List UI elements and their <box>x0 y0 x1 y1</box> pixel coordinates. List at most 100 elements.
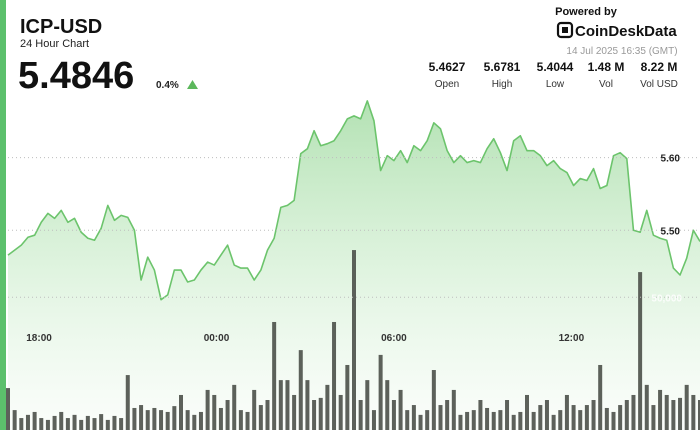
volume-bar <box>611 411 616 430</box>
volume-bar <box>352 250 356 430</box>
x-tick-label: 06:00 <box>381 333 407 344</box>
volume-bar <box>305 380 310 430</box>
volume-bar <box>405 410 410 430</box>
volume-bar <box>491 411 496 430</box>
volume-bar <box>79 419 84 430</box>
volume-bar <box>139 405 144 430</box>
volume-bar <box>198 411 203 430</box>
title: ICP-USD <box>20 16 102 38</box>
stat-label: Vol <box>599 79 613 90</box>
volume-bar <box>578 410 583 430</box>
volume-bar <box>312 400 317 430</box>
volume-bar <box>205 389 210 430</box>
volume-bar <box>185 410 190 430</box>
volume-bar <box>445 400 450 430</box>
volume-bar <box>411 405 416 430</box>
volume-bar <box>119 418 124 430</box>
volume-bar <box>651 405 656 430</box>
stat-label: Vol USD <box>640 79 678 90</box>
timestamp: 14 Jul 2025 16:35 (GMT) <box>566 46 677 57</box>
volume-bar <box>438 405 443 430</box>
price-line <box>7 100 700 301</box>
volume-bar <box>325 384 330 430</box>
volume-bar <box>478 400 483 430</box>
volume-bar <box>505 400 510 430</box>
volume-bar <box>644 384 649 430</box>
volume-bar <box>52 415 57 430</box>
volume-bar <box>238 410 243 430</box>
volume-bar <box>252 389 257 430</box>
volume-bar <box>671 400 676 430</box>
volume-bar <box>92 418 97 430</box>
volume-bar <box>431 370 436 430</box>
volume-bar <box>318 397 323 430</box>
x-tick-label: 12:00 <box>559 333 585 344</box>
stat-value: 5.4627 <box>429 60 466 74</box>
stat-label: Low <box>546 79 565 90</box>
brand: CoinDeskData <box>575 23 677 40</box>
volume-bar <box>25 414 30 430</box>
stat-value: 1.48 M <box>588 60 625 74</box>
volume-bar <box>245 411 250 430</box>
volume-bar <box>678 397 683 430</box>
change: 0.4% <box>156 80 179 91</box>
volume-bar <box>584 405 589 430</box>
volume-bar <box>39 418 44 430</box>
volume-bar <box>265 400 270 430</box>
volume-bar <box>498 410 503 430</box>
volume-bar <box>105 419 110 430</box>
stat-label: High <box>492 79 513 90</box>
volume-bar <box>378 354 383 430</box>
volume-bar <box>345 364 350 430</box>
volume-bar <box>564 394 569 430</box>
volume-bar <box>192 414 197 430</box>
volume-bar <box>212 394 217 430</box>
volume-bar <box>531 411 536 430</box>
volume-bar <box>398 389 403 430</box>
volume-bar <box>258 405 263 430</box>
volume-bar <box>598 364 603 430</box>
subtitle: 24 Hour Chart <box>20 38 89 50</box>
volume-bar <box>525 394 529 430</box>
x-tick-label: 00:00 <box>204 333 230 344</box>
volume-bar <box>132 407 137 430</box>
volume-bar <box>485 407 490 430</box>
volume-bar <box>451 389 456 430</box>
volume-bar <box>465 411 470 430</box>
price: 5.4846 <box>18 55 134 97</box>
volume-bar <box>658 389 663 430</box>
volume-bar <box>179 394 183 430</box>
volume-bar <box>511 414 516 430</box>
up-arrow <box>187 80 198 89</box>
volume-bar <box>59 411 64 430</box>
volume-bar <box>218 407 223 430</box>
volume-bar <box>272 321 277 430</box>
volume-bar <box>371 410 376 430</box>
volume-bar <box>65 418 70 430</box>
volume-bar <box>518 411 523 430</box>
volume-bar <box>332 321 337 430</box>
volume-bar <box>571 405 576 430</box>
volume-bar <box>45 419 50 430</box>
volume-bar <box>285 380 290 430</box>
volume-bar <box>604 407 609 430</box>
y-tick-label: 5.50 <box>661 226 681 237</box>
volume-bar <box>698 400 700 430</box>
volume-bar <box>159 410 164 430</box>
volume-bar <box>172 406 177 430</box>
volume-bar <box>72 414 77 430</box>
stat-label: Open <box>435 79 459 90</box>
volume-bar <box>6 388 10 430</box>
volume-bar <box>292 394 297 430</box>
volume-bar <box>125 375 130 430</box>
volume-bar <box>684 384 689 430</box>
volume-bar <box>338 394 343 430</box>
volume-bar <box>664 394 669 430</box>
volume-bar <box>538 405 543 430</box>
volume-bar <box>85 415 90 430</box>
brand-logo <box>556 21 574 39</box>
volume-bar <box>631 394 636 430</box>
stat-value: 8.22 M <box>641 60 678 74</box>
volume-bar <box>591 400 596 430</box>
volume-bar <box>112 415 117 430</box>
